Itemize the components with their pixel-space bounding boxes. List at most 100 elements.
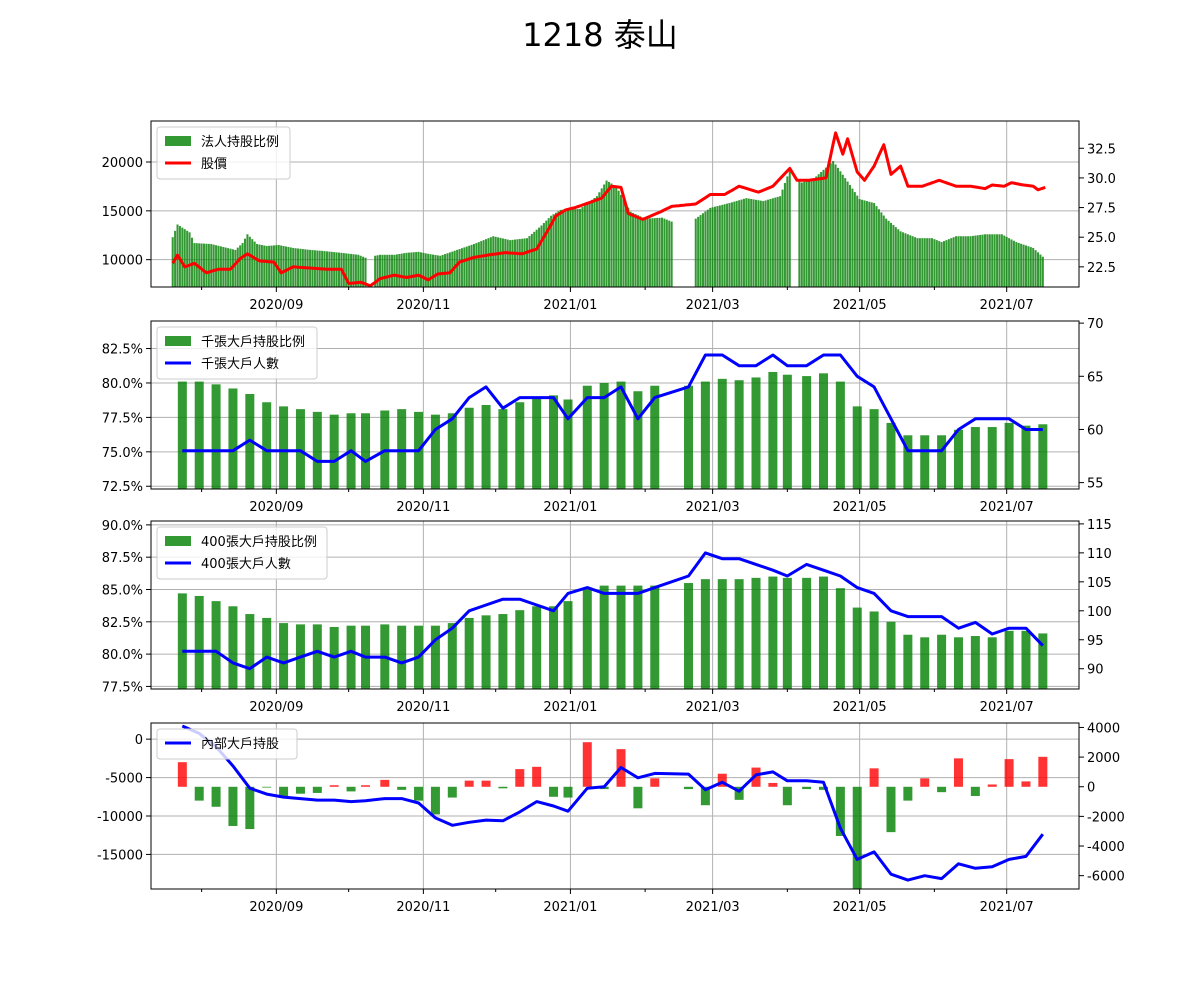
bar (480, 241, 483, 287)
x-tick-label: 2020/09 (249, 700, 303, 715)
bar (481, 615, 491, 689)
x-tick-label: 2021/03 (686, 298, 740, 313)
left-tick-label: -15000 (97, 848, 143, 863)
bar (463, 247, 466, 287)
bar (579, 208, 582, 287)
bar (771, 198, 774, 287)
bar (270, 245, 273, 287)
x-tick-label: 2020/11 (396, 298, 450, 313)
bar (820, 172, 823, 287)
bar (950, 238, 953, 287)
bar (923, 238, 926, 287)
left-tick-label: 10000 (102, 254, 143, 269)
bar (586, 203, 589, 287)
bar (852, 786, 862, 889)
bar (357, 254, 360, 287)
bar (616, 381, 626, 489)
bar (253, 241, 256, 287)
x-tick-label: 2021/07 (980, 900, 1034, 915)
bar (1012, 240, 1015, 287)
bar (282, 245, 285, 287)
bar (530, 233, 533, 287)
x-tick-label: 2021/05 (833, 700, 887, 715)
bar (863, 200, 866, 287)
bar (475, 243, 478, 287)
bar (464, 407, 474, 489)
bar (350, 253, 353, 287)
bar (886, 621, 896, 689)
x-tick-label: 2020/11 (396, 500, 450, 515)
bar (788, 169, 791, 287)
bar (588, 201, 591, 287)
bar (918, 238, 921, 287)
bar (477, 242, 480, 287)
bar (342, 253, 345, 287)
bar (1003, 235, 1006, 287)
bar (194, 381, 204, 489)
bar (228, 786, 238, 826)
legend-box (156, 326, 318, 380)
bar (190, 237, 193, 287)
bar (241, 243, 244, 287)
bar (582, 589, 592, 689)
x-tick-label: 2021/05 (833, 298, 887, 313)
bar (444, 254, 447, 287)
bar (858, 199, 861, 287)
bar (481, 405, 491, 489)
bar (827, 165, 830, 287)
bar (430, 414, 440, 489)
bar (928, 238, 931, 287)
bar (967, 236, 970, 287)
x-tick-label: 2021/01 (543, 900, 597, 915)
right-tick-label: 4000 (1087, 721, 1120, 736)
bar (207, 243, 210, 287)
bar (549, 395, 559, 489)
right-tick-label: 32.5 (1087, 142, 1116, 157)
bar (542, 223, 545, 287)
bar (515, 402, 525, 489)
bar (1005, 236, 1008, 287)
bar (684, 583, 694, 689)
bar (802, 577, 812, 689)
bar (751, 377, 761, 489)
bar (834, 164, 837, 287)
bar (945, 240, 948, 287)
bar (846, 181, 849, 287)
bar (410, 252, 413, 287)
bar (751, 577, 761, 689)
right-tick-label: 90 (1087, 663, 1104, 678)
bar (697, 216, 700, 287)
bar (627, 207, 630, 287)
bar (523, 238, 526, 287)
bar (650, 585, 660, 689)
series-line (182, 551, 1044, 671)
bar (815, 176, 818, 287)
bar (550, 215, 553, 287)
bar (935, 240, 938, 287)
bar (280, 245, 283, 287)
bar (607, 182, 610, 287)
bar (481, 780, 491, 787)
bar (897, 229, 900, 287)
bar (665, 219, 668, 287)
bar (734, 579, 744, 689)
left-tick-label: 77.5% (102, 680, 143, 695)
bar (287, 246, 290, 287)
bar (889, 222, 893, 287)
bar (861, 199, 864, 287)
bar (742, 198, 745, 287)
bar (835, 381, 845, 489)
bar (656, 217, 659, 287)
bar (1029, 247, 1032, 287)
bar (663, 218, 666, 287)
bar (582, 742, 592, 787)
bar (515, 769, 525, 787)
series-line (171, 131, 1046, 288)
bar (933, 239, 936, 287)
bar (615, 186, 618, 287)
bar (920, 778, 930, 787)
bar (1020, 243, 1023, 287)
bar (894, 227, 897, 287)
bar (464, 780, 474, 787)
